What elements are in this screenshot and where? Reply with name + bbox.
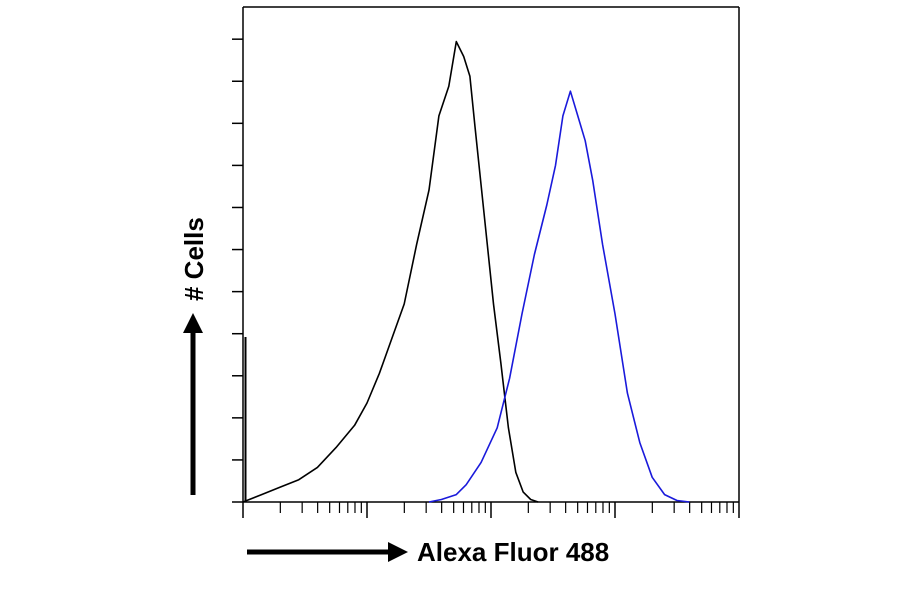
y-axis-title: # Cells	[179, 217, 209, 301]
series-layer	[242, 40, 690, 503]
x-axis-title-group: Alexa Fluor 488	[247, 537, 609, 567]
x-axis-title: Alexa Fluor 488	[417, 537, 609, 567]
y-axis-arrow-head	[183, 313, 203, 333]
y-axis-title-group: # Cells	[179, 217, 209, 495]
x-axis-ticks	[242, 502, 740, 518]
y-axis-ticks	[232, 38, 243, 503]
plot-frame	[242, 6, 740, 503]
x-axis-arrow-head	[388, 542, 408, 562]
histogram-line-control	[242, 40, 539, 503]
histogram-line-sample	[428, 90, 690, 503]
